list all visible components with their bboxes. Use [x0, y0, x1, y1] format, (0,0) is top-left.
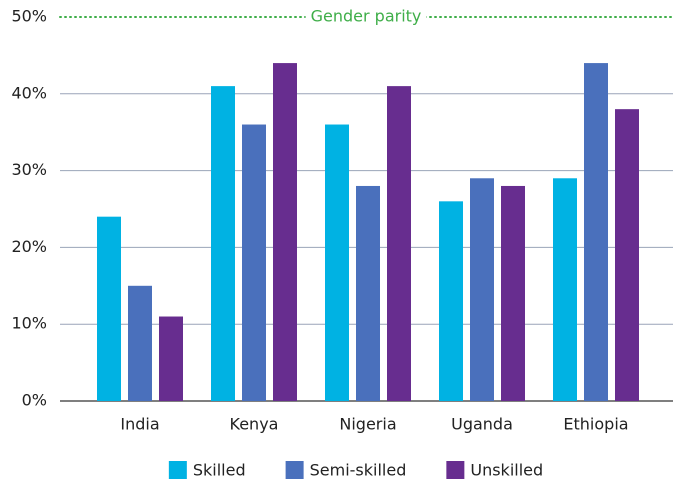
bar [615, 109, 639, 401]
x-tick-label: Uganda [451, 415, 513, 434]
bar [242, 124, 266, 402]
bar [584, 63, 608, 402]
legend-label: Semi-skilled [310, 461, 407, 480]
bar [325, 124, 349, 402]
legend-swatch [446, 461, 465, 479]
reference-label: Gender parity [311, 7, 422, 26]
bar [356, 185, 380, 401]
bar [211, 86, 235, 402]
y-tick-label: 30% [11, 160, 47, 179]
bar [159, 316, 183, 401]
legend-swatch [168, 461, 187, 479]
y-tick-label: 40% [11, 83, 47, 102]
bar [387, 86, 411, 402]
bar [97, 216, 121, 401]
x-tick-label: Nigeria [339, 415, 396, 434]
x-tick-label: Ethiopia [563, 415, 628, 434]
y-tick-label: 20% [11, 237, 47, 256]
y-tick-label: 10% [11, 314, 47, 333]
bar [470, 178, 494, 401]
bar [128, 285, 152, 401]
bar [501, 185, 525, 401]
legend-label: Skilled [193, 461, 246, 480]
y-tick-label: 0% [22, 391, 47, 410]
bar [553, 178, 577, 401]
x-tick-label: India [120, 415, 159, 434]
legend-label: Unskilled [470, 461, 543, 480]
legend-swatch [285, 461, 304, 479]
bar [273, 63, 297, 402]
reference-label-bg [305, 7, 427, 27]
x-tick-label: Kenya [230, 415, 279, 434]
bar [439, 201, 463, 401]
y-tick-label: 50% [11, 7, 47, 26]
